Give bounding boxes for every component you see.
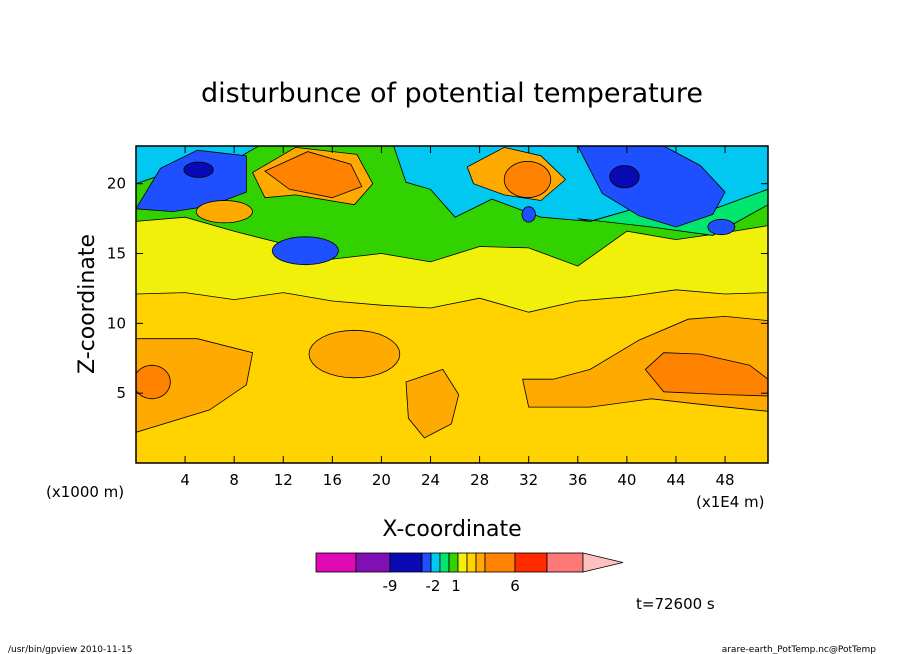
contour-band — [136, 338, 254, 433]
colorbar-cell — [448, 552, 459, 573]
y-axis: 5 10 15 20 — [107, 175, 768, 402]
x-tick-label: 12 — [274, 471, 293, 489]
x-tick-label: 8 — [229, 471, 239, 489]
x-unit-note: (x1E4 m) — [696, 493, 765, 511]
colorbar-cell — [355, 552, 391, 573]
x-axis-label: X-coordinate — [382, 517, 521, 542]
x-tick-label: 44 — [666, 471, 685, 489]
contour-band — [264, 151, 363, 199]
colorbar-arrow — [582, 552, 624, 573]
colorbar-cell — [484, 552, 516, 573]
plot-area — [136, 146, 768, 463]
colorbar-cell — [475, 552, 486, 573]
colorbar-cell — [389, 552, 423, 573]
x-tick-label: 40 — [617, 471, 636, 489]
contour-band — [195, 200, 254, 224]
colorbar-cell — [430, 552, 441, 573]
footer-right: arare-earth_PotTemp.nc@PotTemp — [722, 645, 877, 654]
colorbar-label: -9 — [383, 577, 398, 595]
contour-band — [405, 368, 460, 439]
contour-band — [521, 206, 536, 223]
contour-band — [271, 236, 339, 266]
colorbar-label: 6 — [510, 577, 520, 595]
y-axis-label: Z-coordinate — [75, 234, 100, 374]
y-tick-label: 10 — [107, 314, 126, 332]
colorbar-cell — [466, 552, 477, 573]
colorbar-cell — [457, 552, 468, 573]
colorbar-cell — [439, 552, 450, 573]
x-tick-label: 28 — [470, 471, 489, 489]
footer-left: /usr/bin/gpview 2010-11-15 — [8, 645, 132, 654]
x-axis: 4 8 12 16 20 24 28 32 36 40 44 48 — [180, 146, 735, 489]
contour-band — [183, 161, 214, 178]
y-tick-label: 15 — [107, 245, 126, 263]
colorbar-cell — [514, 552, 548, 573]
x-tick-label: 4 — [180, 471, 190, 489]
x-tick-label: 32 — [519, 471, 538, 489]
contour-band — [707, 218, 736, 236]
colorbar-cell — [421, 552, 432, 573]
y-tick-label: 20 — [107, 175, 126, 193]
time-label: t=72600 s — [636, 595, 715, 613]
contour-band — [308, 329, 401, 379]
colorbar-label: 1 — [451, 577, 461, 595]
contour-band — [136, 149, 247, 213]
contour-field — [136, 146, 768, 463]
x-tick-label: 36 — [568, 471, 587, 489]
colorbar-cell — [315, 552, 357, 573]
x-tick-label: 20 — [372, 471, 391, 489]
colorbar: -9 -2 1 6 — [315, 552, 624, 595]
chart-title: disturbunce of potential temperature — [201, 78, 703, 109]
x-tick-label: 48 — [716, 471, 735, 489]
y-tick-label: 5 — [116, 384, 126, 402]
x-tick-label: 24 — [421, 471, 440, 489]
contour-band — [136, 364, 171, 400]
contour-band — [609, 165, 640, 189]
x-tick-label: 16 — [323, 471, 342, 489]
plot-frame — [135, 145, 769, 464]
y-unit-note: (x1000 m) — [46, 483, 124, 501]
colorbar-label: -2 — [426, 577, 441, 595]
contour-band — [644, 352, 768, 397]
contour-band — [503, 160, 552, 199]
colorbar-cell — [546, 552, 584, 573]
